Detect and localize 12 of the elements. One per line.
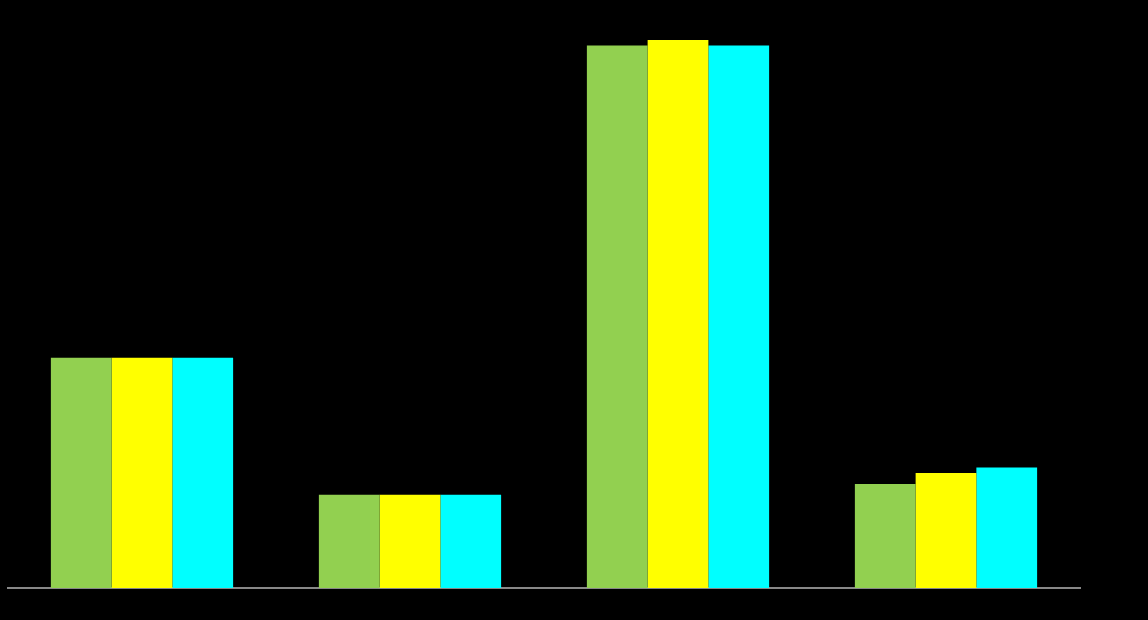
bar (976, 467, 1038, 588)
bar (318, 494, 380, 588)
bar (172, 357, 234, 588)
bar (586, 45, 648, 588)
bar (708, 45, 770, 588)
bar (440, 494, 502, 588)
bar (50, 357, 112, 588)
bar (854, 483, 916, 588)
bar (915, 472, 977, 588)
bar (111, 357, 173, 588)
bar (647, 40, 709, 588)
bar (379, 494, 441, 588)
